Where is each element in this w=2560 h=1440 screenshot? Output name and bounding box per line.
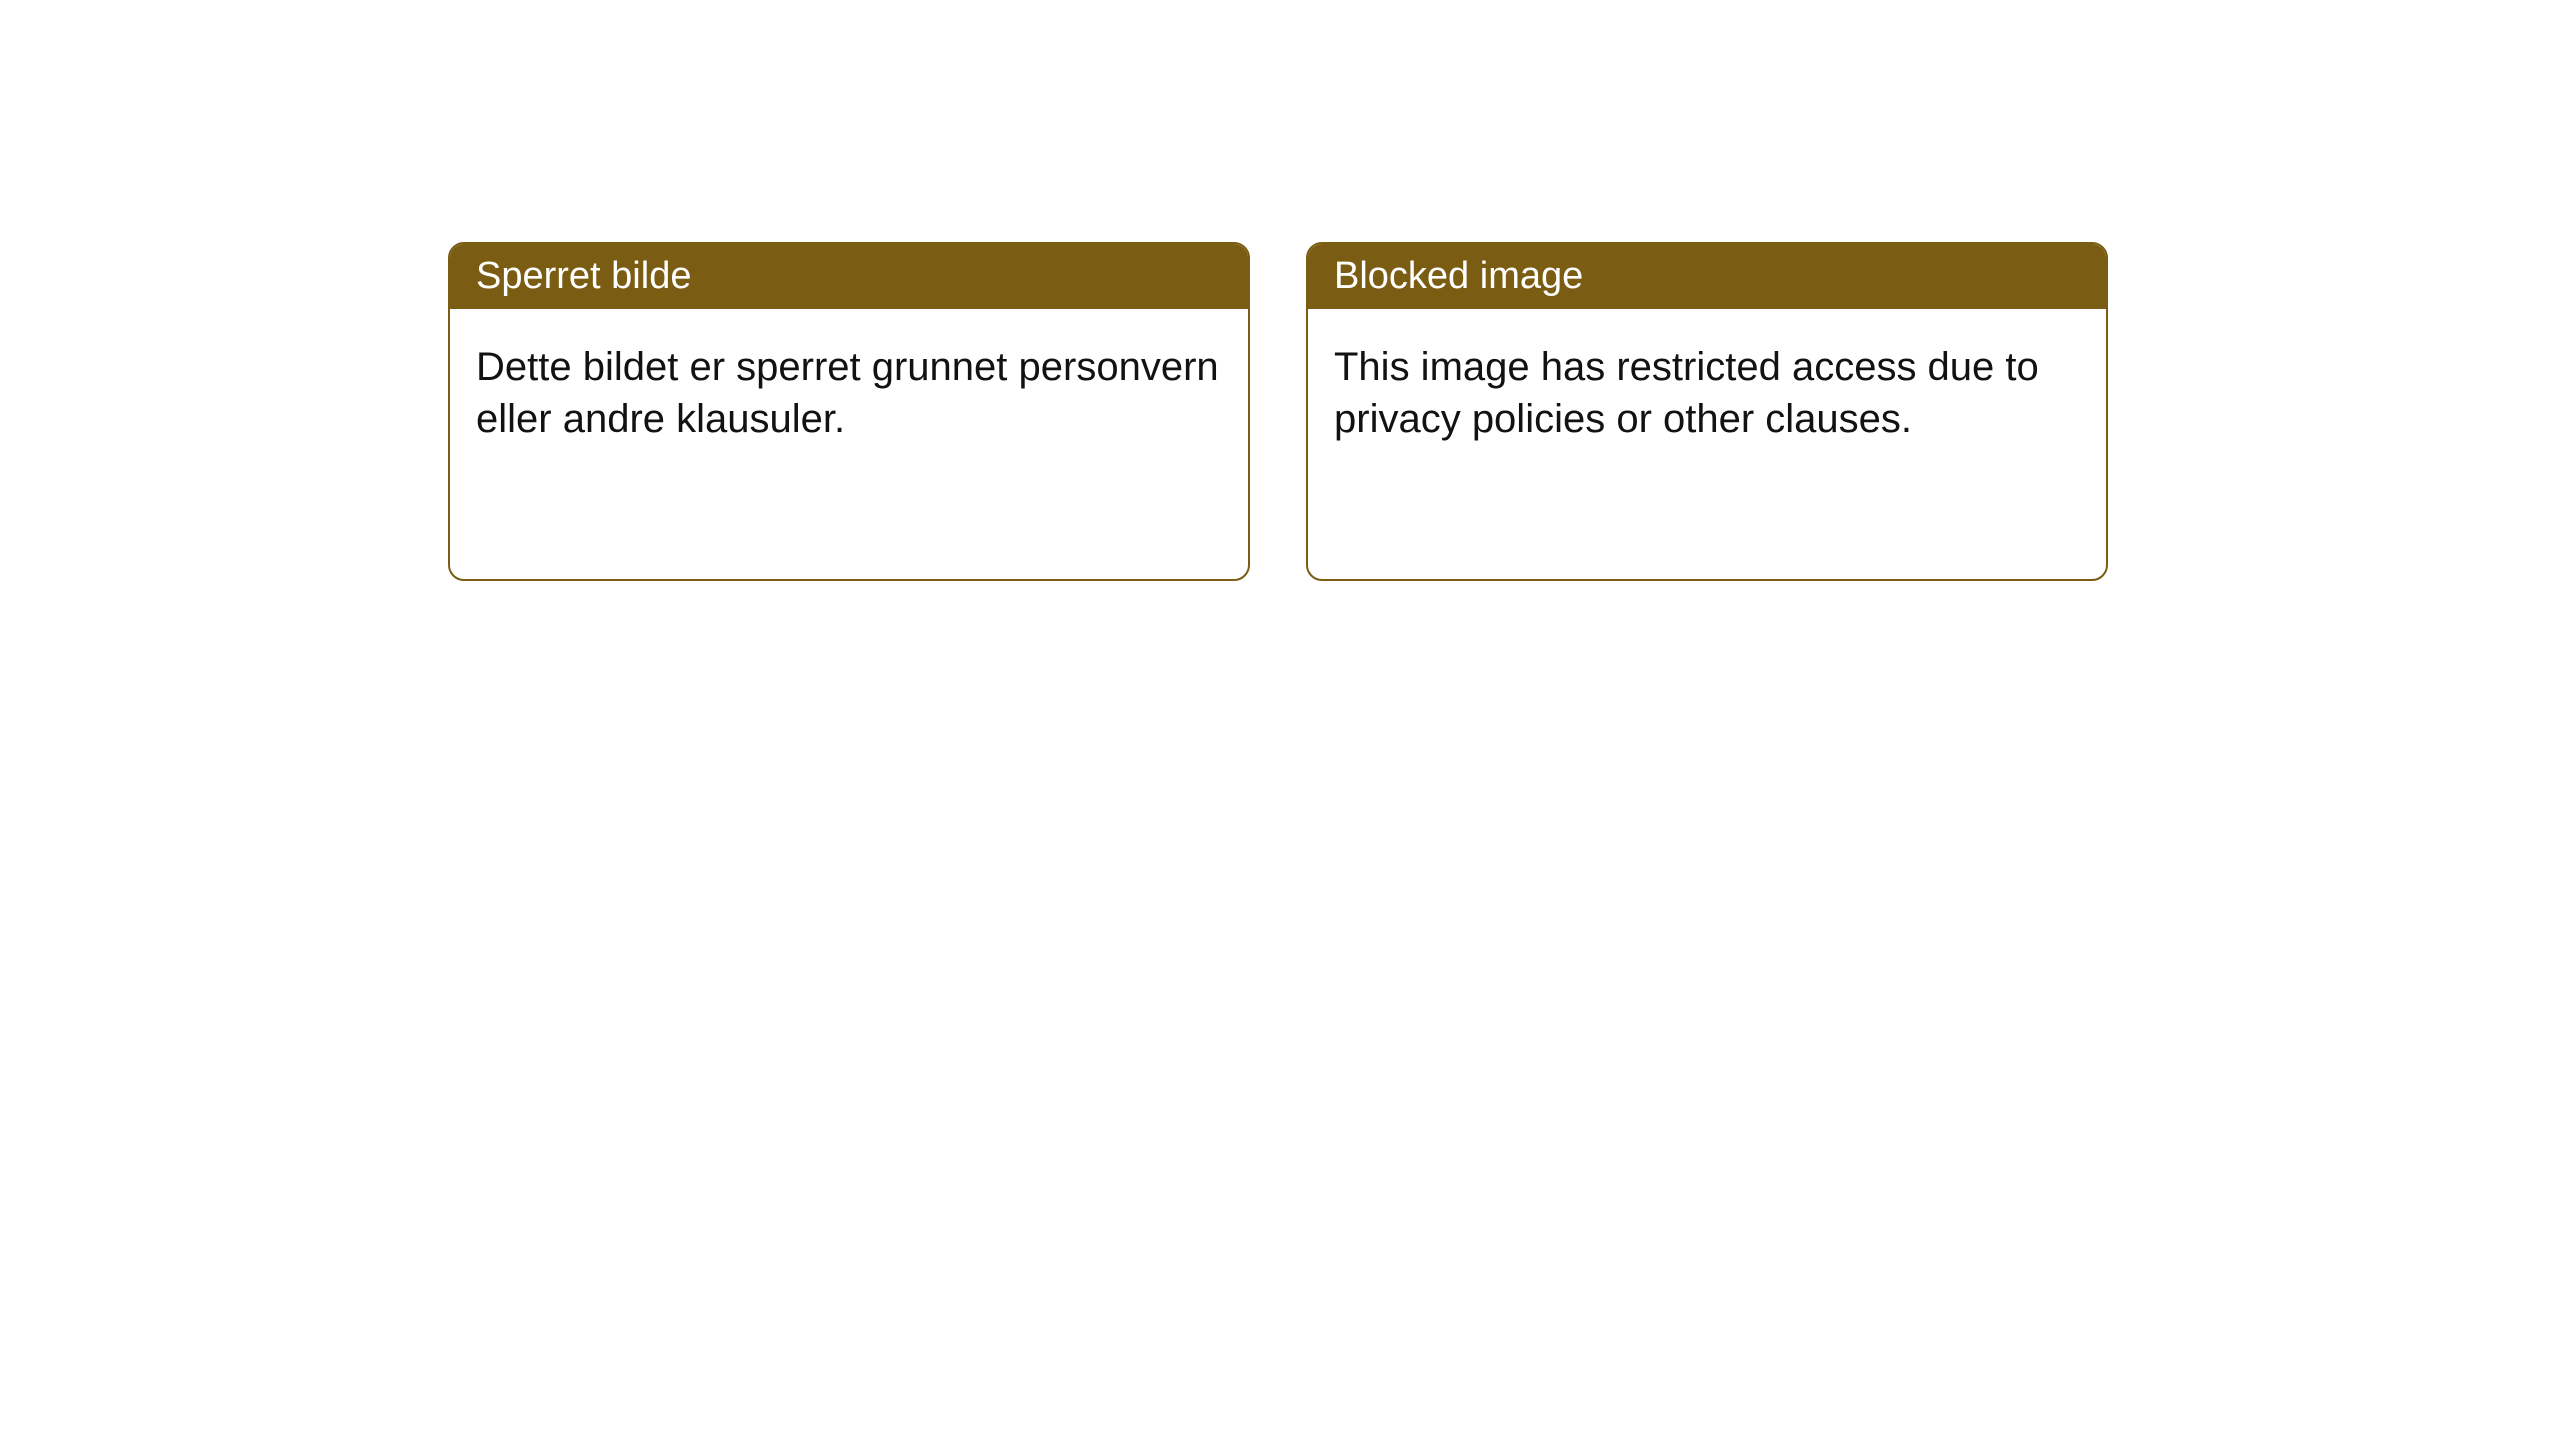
panel-body-norwegian: Dette bildet er sperret grunnet personve… [450, 309, 1248, 579]
notice-panel-norwegian: Sperret bilde Dette bildet er sperret gr… [448, 242, 1250, 581]
notice-panels-container: Sperret bilde Dette bildet er sperret gr… [448, 242, 2108, 581]
panel-header-english: Blocked image [1308, 244, 2106, 309]
panel-body-english: This image has restricted access due to … [1308, 309, 2106, 579]
notice-panel-english: Blocked image This image has restricted … [1306, 242, 2108, 581]
panel-header-norwegian: Sperret bilde [450, 244, 1248, 309]
